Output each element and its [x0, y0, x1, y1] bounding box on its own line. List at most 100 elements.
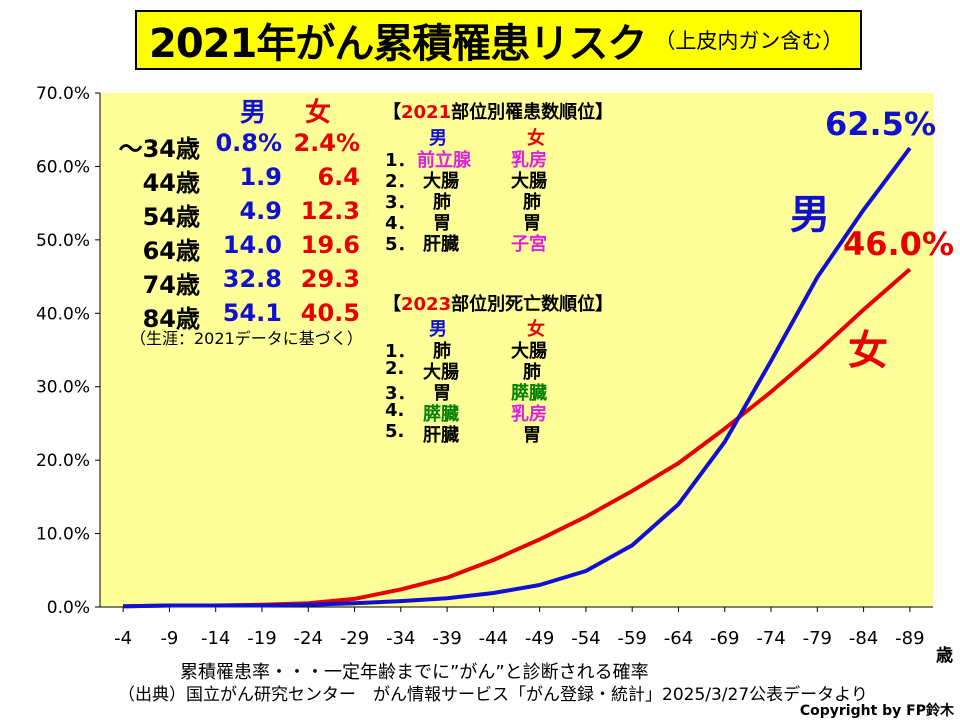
- male-value: 1.9: [239, 163, 282, 191]
- incidence-rank-title: 【2021部位別罹患数順位】: [383, 102, 614, 123]
- rank-row: 2. 大腸 肺: [383, 358, 583, 383]
- rank-female-site: 胃: [523, 213, 541, 234]
- age-table-row: 64歳 14.0 19.6: [100, 231, 370, 265]
- y-tick-label: 0.0%: [47, 598, 90, 618]
- plot-area: [100, 93, 933, 607]
- rank-male-site: 肝臓: [423, 425, 459, 446]
- rank-row: 1． 肺 大腸: [383, 337, 583, 362]
- male-value: 14.0: [222, 231, 282, 259]
- footer-definition: 累積罹患率・・・一定年齢までに”がん”と診断される確率: [180, 662, 649, 683]
- rank-row: 5． 肝臓 子宮: [383, 230, 583, 255]
- rank-female-site: 大腸: [511, 171, 547, 192]
- x-unit-label: 歳: [936, 645, 953, 666]
- female-value: 6.4: [317, 163, 360, 191]
- rank-header-male: 男: [429, 128, 447, 149]
- x-tick-label: -64: [664, 628, 693, 649]
- rank-male-site: 前立腺: [417, 150, 471, 171]
- rank-female-site: 乳房: [511, 404, 547, 425]
- rank-female-site: 膵臓: [511, 383, 547, 404]
- x-tick-label: -39: [432, 628, 461, 649]
- rank-row: 5. 肝臓 胃: [383, 421, 583, 446]
- y-tick-label: 10.0%: [36, 525, 90, 545]
- rank-male-site: 肝臓: [423, 234, 459, 255]
- age-risk-table: 男 女 ～34歳 0.8% 2.4% 44歳 1.9 6.4 54歳 4.9 12.3 64歳 14…: [100, 92, 370, 333]
- female-value: 40.5: [300, 299, 360, 327]
- x-tick-label: -29: [340, 628, 369, 649]
- x-tick-label: -14: [201, 628, 230, 649]
- lifetime-note: （生涯：2021データに基づく）: [130, 329, 363, 348]
- rank-female-site: 大腸: [511, 341, 547, 362]
- female-value: 2.4%: [293, 129, 360, 157]
- age-table-header-male: 男: [240, 98, 267, 128]
- male-value: 0.8%: [215, 129, 282, 157]
- rank-number: 4．: [385, 213, 416, 234]
- x-tick-label: -89: [895, 628, 924, 649]
- x-tick-label: -54: [571, 628, 600, 649]
- rank-number: 3．: [385, 192, 416, 213]
- x-tick-label: -69: [710, 628, 739, 649]
- death-rank-year: 2023: [401, 294, 452, 315]
- age-label: ～34歳: [118, 135, 200, 163]
- female-value: 12.3: [300, 197, 360, 225]
- footer-source: （出典）国立がん研究センター がん情報サービス「がん登録・統計」2025/3/2…: [118, 685, 868, 705]
- female-value: 29.3: [300, 265, 360, 293]
- rank-header-female: 女: [527, 319, 545, 340]
- rank-number: 1．: [385, 150, 416, 171]
- rank-header-male: 男: [429, 319, 447, 340]
- incidence-rank-year: 2021: [401, 102, 452, 123]
- rank-number: 3．: [385, 383, 416, 404]
- male-value: 54.1: [222, 299, 282, 327]
- rank-female-site: 肺: [523, 192, 541, 213]
- rank-male-site: 肺: [433, 192, 451, 213]
- x-tick-label: -44: [479, 628, 508, 649]
- female-end-value-label: 46.0%: [843, 225, 954, 263]
- x-tick-label: -19: [247, 628, 276, 649]
- age-table-row: ～34歳 0.8% 2.4%: [100, 129, 370, 163]
- age-table-row: 54歳 4.9 12.3: [100, 197, 370, 231]
- rank-female-site: 肺: [523, 362, 541, 383]
- rank-header-female: 女: [527, 128, 545, 149]
- x-tick-label: -79: [803, 628, 832, 649]
- female-value: 19.6: [300, 231, 360, 259]
- rank-header-row: 男女: [383, 315, 583, 340]
- x-tick-label: -49: [525, 628, 554, 649]
- rank-male-site: 肺: [433, 341, 451, 362]
- rank-number: 5．: [385, 234, 416, 255]
- age-table-row: 44歳 1.9 6.4: [100, 163, 370, 197]
- rank-row: 1． 前立腺 乳房: [383, 146, 583, 171]
- age-table-header-female: 女: [305, 98, 332, 128]
- copyright: Copyright by FP鈴木: [799, 703, 954, 719]
- age-label: 84歳: [142, 305, 200, 333]
- y-tick-label: 50.0%: [36, 231, 90, 251]
- rank-number: 2.: [385, 358, 405, 379]
- x-tick-label: -84: [849, 628, 878, 649]
- rank-row: 2． 大腸 大腸: [383, 167, 583, 192]
- rank-male-site: 大腸: [423, 171, 459, 192]
- rank-row: 4. 膵臓 乳房: [383, 400, 583, 425]
- age-label: 44歳: [142, 169, 200, 197]
- x-tick-label: -24: [294, 628, 323, 649]
- female-series-label: 女: [848, 328, 888, 374]
- rank-number: 4.: [385, 400, 405, 421]
- rank-header-row: 男女: [383, 124, 583, 149]
- rank-male-site: 胃: [433, 213, 451, 234]
- y-tick-label: 20.0%: [36, 451, 90, 471]
- chart-title: 2021年がん累積罹患リスク: [149, 21, 647, 67]
- title-box: 2021年がん累積罹患リスク （上皮内ガン含む）: [135, 10, 862, 70]
- rank-row: 4． 胃 胃: [383, 209, 583, 234]
- x-tick-label: -34: [386, 628, 415, 649]
- age-label: 74歳: [142, 271, 200, 299]
- rank-male-site: 膵臓: [423, 404, 459, 425]
- rank-male-site: 大腸: [423, 362, 459, 383]
- x-tick-label: -9: [160, 628, 178, 649]
- y-tick-label: 30.0%: [36, 378, 90, 398]
- male-series-label: 男: [790, 192, 830, 238]
- male-value: 4.9: [239, 197, 282, 225]
- age-label: 64歳: [142, 237, 200, 265]
- rank-row: 3． 胃 膵臓: [383, 379, 583, 404]
- rank-female-site: 乳房: [511, 150, 547, 171]
- death-rank-title: 【2023部位別死亡数順位】: [383, 294, 614, 315]
- rank-female-site: 胃: [523, 425, 541, 446]
- age-label: 54歳: [142, 203, 200, 231]
